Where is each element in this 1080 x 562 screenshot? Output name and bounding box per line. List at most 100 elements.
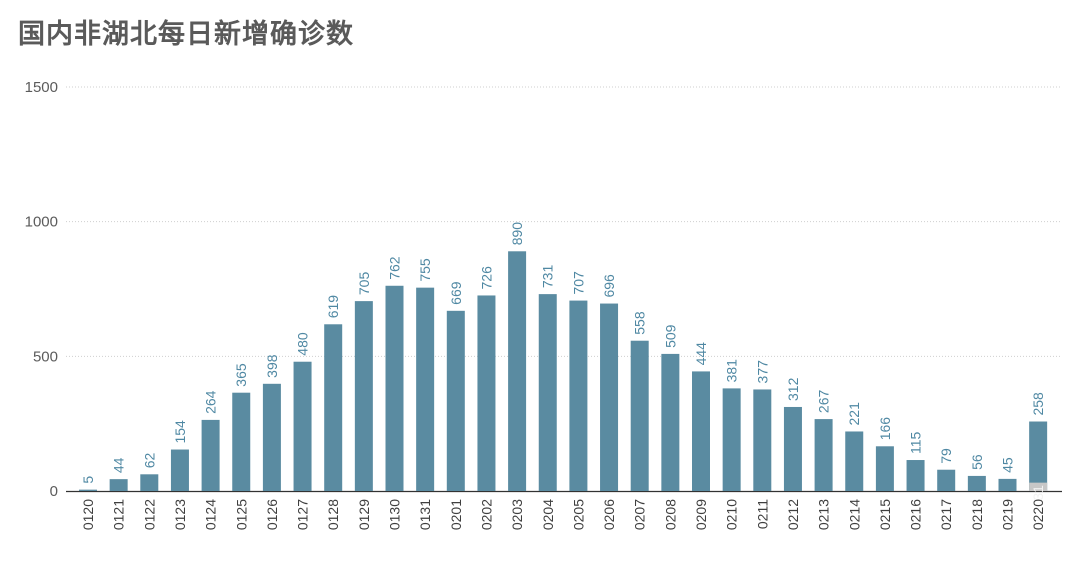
bar [998,478,1017,491]
x-tick-label: 0218 [969,499,985,530]
x-tick-label: 0120 [80,499,96,530]
bar [324,324,343,491]
bar-value-label: 166 [877,417,893,441]
bar [508,251,527,491]
bar-value-label: 890 [509,222,525,246]
x-tick-label: 0124 [203,499,219,530]
bar-value-label: 707 [570,271,586,295]
y-tick-label: 1500 [25,79,58,96]
x-tick-label: 0126 [264,499,280,530]
x-tick-label: 0123 [172,499,188,530]
bar-value-label: 56 [969,454,985,470]
x-tick-label: 0205 [570,499,586,530]
bar-value-label: 258 [1030,392,1046,416]
bar-value-label: 45 [1000,457,1016,473]
chart-title: 国内非湖北每日新增确诊数 [18,19,354,50]
bar [906,460,925,491]
bar [354,301,373,491]
bar [783,406,802,491]
x-tick-label: 0216 [908,499,924,530]
bar [1029,421,1048,491]
bar [293,361,312,491]
bar [661,353,680,491]
x-tick-label: 0204 [540,499,556,530]
bar-value-label: 509 [662,324,678,348]
bar [692,371,710,491]
x-tick-label: 0130 [387,499,403,530]
bar [385,285,404,491]
x-tick-label: 0127 [295,499,311,530]
bar-value-label: 619 [325,295,341,319]
bar [814,419,833,491]
bar [79,489,97,491]
x-tick-label: 0201 [448,499,464,530]
bar [722,388,741,491]
bar-value-label: 731 [540,265,556,289]
bar-value-label: 726 [478,266,494,290]
y-tick-label: 500 [33,348,58,365]
bar-value-label: 480 [295,332,311,356]
x-tick-label: 0206 [601,499,617,530]
bar-value-label: 365 [233,363,249,387]
bar-sub-segment [1029,482,1048,491]
bar-value-label: 154 [172,420,188,444]
bar-value-label: 377 [754,360,770,384]
bar-value-label: 755 [417,258,433,282]
bar-value-label: 398 [264,354,280,378]
bar-value-label: 444 [693,342,709,366]
x-tick-label: 0128 [325,499,341,530]
x-tick-label: 0209 [693,499,709,530]
x-tick-label: 0121 [111,499,127,530]
bar [845,431,864,491]
bar-value-label: 696 [601,274,617,298]
x-tick-label: 0212 [785,499,801,530]
bar-value-label: 79 [938,448,954,464]
bar [201,419,220,491]
bar [477,295,496,491]
bar [937,469,956,491]
x-tick-label: 0122 [141,499,157,530]
x-tick-label: 0220 [1030,499,1046,530]
x-tick-label: 0208 [662,499,678,530]
bar [416,287,435,491]
bar [600,303,619,491]
x-tick-label: 0207 [632,499,648,530]
bar [109,479,128,491]
x-tick-label: 0219 [1000,499,1016,530]
x-tick-label: 0211 [754,499,770,529]
x-tick-label: 0214 [846,499,862,530]
bar-value-label: 264 [203,390,219,414]
bar-value-label: 267 [816,390,832,414]
bar-value-label: 62 [141,453,157,469]
bar-value-label: 705 [356,272,372,296]
bar [262,383,281,491]
bar [753,389,772,491]
x-tick-label: 0213 [816,499,832,530]
bar [170,449,189,491]
bar-value-label: 669 [448,281,464,305]
bar [875,446,894,491]
y-tick-label: 0 [50,483,58,500]
x-tick-label: 0129 [356,499,372,530]
y-tick-label: 1000 [25,214,58,231]
bar-value-label: 762 [387,256,403,280]
bar [538,294,557,491]
bar-value-label: 381 [724,359,740,383]
bar-value-label: 558 [632,311,648,335]
bar-value-label: 221 [846,402,862,426]
bar [569,300,588,491]
x-tick-label: 0202 [478,499,494,530]
bar-value-label: 44 [111,457,127,473]
bar [140,474,159,491]
x-tick-label: 0217 [938,499,954,530]
bar-value-label: 115 [908,431,924,454]
x-tick-label: 0131 [417,499,433,530]
x-tick-label: 0203 [509,499,525,530]
bar-value-label: 312 [785,377,801,401]
bar-value-label: 5 [80,476,96,484]
bar [232,392,251,491]
bar-sub-value-label: 31 [1030,485,1046,501]
bar [967,475,986,491]
